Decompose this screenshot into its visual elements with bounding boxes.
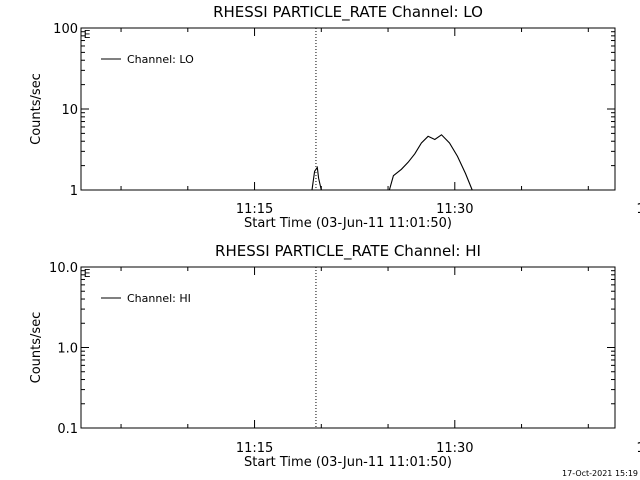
y-tick-label: 1.0	[57, 342, 78, 357]
x-tick-label: 11:15	[236, 202, 273, 217]
chart-title: RHESSI PARTICLE_RATE Channel: HI	[215, 242, 481, 261]
flag-label: E	[84, 28, 91, 41]
x-tick-label: 11:45	[636, 441, 640, 456]
legend-label: Channel: HI	[127, 292, 191, 305]
series-line	[388, 134, 473, 191]
y-tick-label: 10	[61, 103, 78, 118]
series-line	[311, 165, 322, 191]
x-tick-label: 11:30	[436, 441, 473, 456]
x-tick-label: 11:30	[436, 202, 473, 217]
y-tick-label: 1	[70, 184, 78, 199]
flag-label: E	[84, 267, 91, 280]
x-tick-label: 11:45	[636, 202, 640, 217]
x-tick-label: 11:15	[236, 441, 273, 456]
panel-lo: RHESSI PARTICLE_RATE Channel: LO Start Ti…	[29, 3, 640, 231]
y-axis-label: Counts/sec	[29, 73, 44, 145]
x-axis-label: Start Time (03-Jun-11 11:01:50)	[244, 216, 452, 231]
y-tick-label: 100	[53, 22, 78, 37]
legend-label: Channel: LO	[127, 53, 194, 66]
panel-hi: RHESSI PARTICLE_RATE Channel: HI Start Ti…	[29, 242, 640, 470]
y-tick-label: 0.1	[57, 422, 78, 437]
chart-title: RHESSI PARTICLE_RATE Channel: LO	[213, 3, 483, 22]
x-axis-label: Start Time (03-Jun-11 11:01:50)	[244, 455, 452, 470]
timestamp: 17-Oct-2021 15:19	[562, 469, 638, 478]
y-tick-label: 10.0	[49, 261, 78, 276]
y-axis-label: Counts/sec	[29, 312, 44, 384]
